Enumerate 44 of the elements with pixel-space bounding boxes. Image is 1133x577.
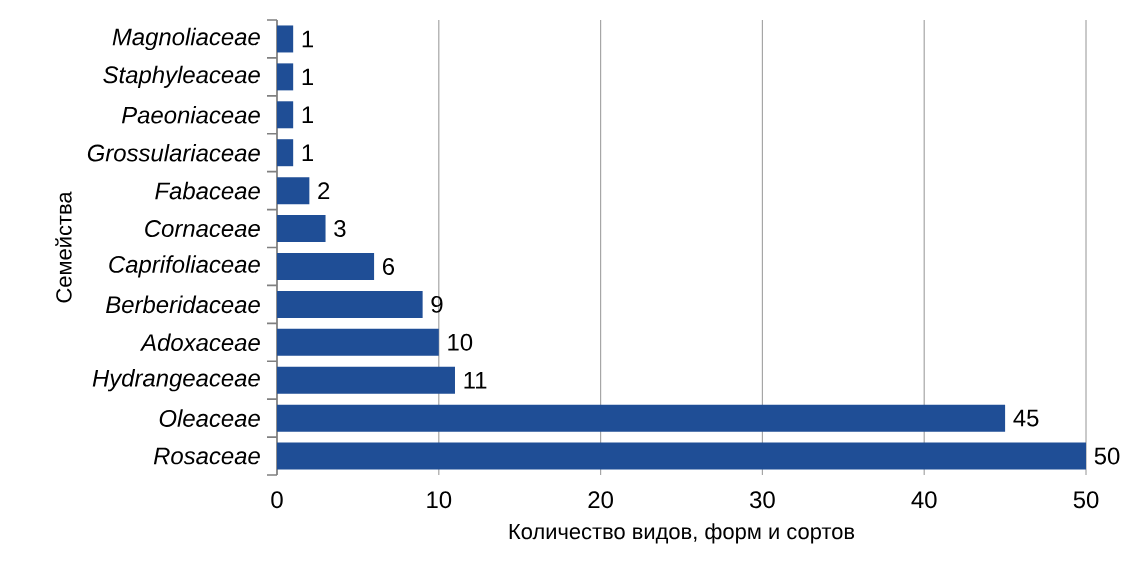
data-label: 2 — [318, 182, 330, 199]
bar — [277, 252, 375, 280]
bar — [277, 139, 294, 167]
data-label: 11 — [464, 372, 487, 389]
y-tick-label: Cornaceae — [145, 220, 260, 237]
y-tick-label: Hydrangeaceae — [92, 369, 260, 392]
y-tick-label: Caprifoliaceae — [109, 255, 260, 278]
y-tick-label: Paeoniaceae — [121, 106, 260, 124]
x-tick-label: 20 — [588, 491, 613, 509]
bar — [277, 63, 294, 91]
data-label: 45 — [1013, 409, 1039, 427]
x-axis-title: Количество видов, форм и сортов — [509, 523, 855, 544]
bar — [277, 328, 439, 356]
data-label: 6 — [383, 258, 395, 275]
bar — [277, 215, 326, 243]
data-label: 50 — [1094, 447, 1120, 465]
y-tick-label: Berberidaceae — [106, 295, 260, 314]
x-tick-label: 40 — [911, 491, 937, 509]
data-label: 10 — [448, 333, 473, 351]
x-tick-label: 30 — [750, 491, 775, 509]
bar — [277, 177, 310, 205]
data-label: 1 — [302, 144, 314, 161]
y-tick-label: Grossulariaceae — [87, 143, 260, 162]
x-tick-label: 10 — [427, 491, 452, 509]
y-tick-label: Magnoliaceae — [112, 27, 260, 51]
x-tick-label: 0 — [271, 491, 283, 509]
y-tick-label: Oleaceae — [159, 409, 260, 427]
bar — [277, 101, 294, 129]
y-tick-label: Adoxaceae — [139, 333, 260, 352]
bar — [277, 442, 1087, 470]
data-label: 1 — [302, 30, 314, 48]
y-axis-title: Семейства — [55, 191, 72, 303]
bar — [277, 25, 294, 53]
y-tick-label: Staphyleaceae — [103, 65, 260, 89]
y-tick-label: Rosaceae — [153, 447, 260, 465]
data-label: 9 — [431, 295, 443, 313]
bar — [277, 404, 1006, 432]
bar — [277, 290, 423, 318]
y-tick-label: Fabaceae — [155, 181, 260, 200]
data-label: 1 — [302, 106, 314, 124]
data-label: 1 — [302, 68, 314, 86]
bar — [277, 366, 455, 394]
x-tick-label: 50 — [1073, 491, 1099, 509]
data-label: 3 — [334, 220, 346, 237]
